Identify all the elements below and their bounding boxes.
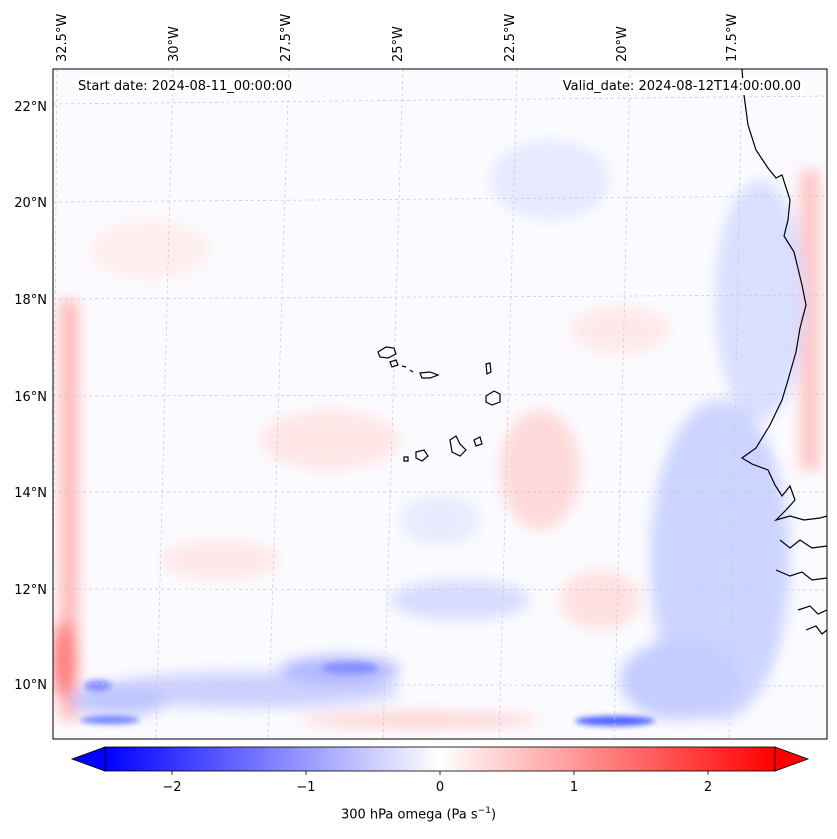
colorbar-extend-high (774, 746, 810, 772)
colorbar-tick-label: −1 (296, 780, 315, 795)
colorbar-tick-label: 0 (436, 780, 444, 795)
colorbar-title-exponent: −1 (477, 806, 491, 816)
colorbar: −2 −1 0 1 2 (70, 746, 810, 795)
lon-label: 25°W (391, 26, 406, 62)
colorbar-title: 300 hPa omega (Pa s−1) (0, 806, 837, 822)
colorbar-title-suffix: ) (490, 807, 497, 823)
lon-label: 27.5°W (279, 14, 294, 62)
omega-field (53, 140, 820, 728)
lat-labels: 22°N 20°N 18°N 16°N 14°N 12°N 10°N (14, 100, 47, 693)
colorbar-title-prefix: 300 hPa omega (Pa s (340, 807, 478, 823)
start-date-label: Start date: 2024-08-11_00:00:00 (74, 78, 297, 95)
colorbar-extend-low (70, 746, 106, 772)
cape-verde-islands (377, 346, 501, 462)
colorbar-tick-label: 2 (704, 780, 712, 795)
lat-label: 10°N (14, 678, 47, 693)
lon-label: 17.5°W (725, 14, 740, 62)
lat-label: 12°N (14, 583, 47, 598)
lat-label: 20°N (14, 196, 47, 211)
colorbar-tick-label: 1 (570, 780, 578, 795)
coastline (740, 69, 827, 635)
lon-labels: 32.5°W 30°W 27.5°W 25°W 22.5°W 20°W 17.5… (55, 14, 740, 62)
map-frame (52, 68, 828, 740)
lon-label: 20°W (615, 26, 630, 62)
lon-label: 30°W (167, 26, 182, 62)
colorbar-body (104, 746, 776, 772)
colorbar-tick-label: −2 (162, 780, 181, 795)
valid-date-label: Valid_date: 2024-08-12T14:00:00.00 (558, 78, 805, 95)
lon-label: 32.5°W (55, 14, 70, 62)
lat-label: 22°N (14, 100, 47, 115)
lon-label: 22.5°W (503, 14, 518, 62)
lat-label: 16°N (14, 390, 47, 405)
lat-label: 18°N (14, 293, 47, 308)
graticule (53, 69, 827, 739)
lat-label: 14°N (14, 486, 47, 501)
